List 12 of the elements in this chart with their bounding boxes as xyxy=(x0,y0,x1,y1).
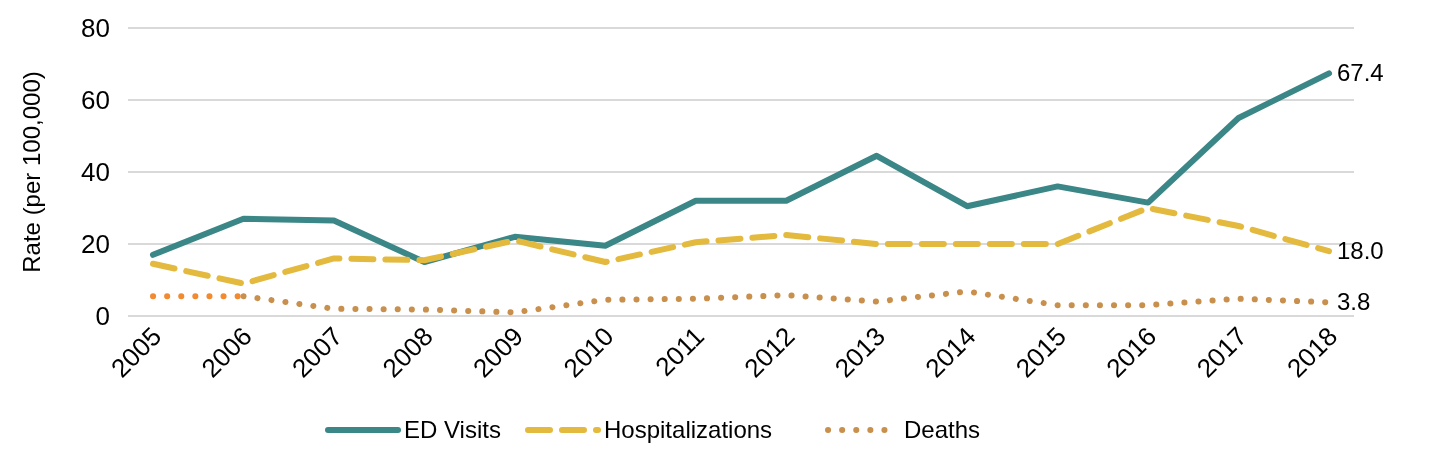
y-tick-label: 20 xyxy=(81,229,110,259)
legend-label: Hospitalizations xyxy=(604,416,773,443)
data-label: 67.4 xyxy=(1337,59,1384,87)
y-axis-title: Rate (per 100,000) xyxy=(18,71,45,273)
y-tick-label: 80 xyxy=(81,13,110,43)
y-tick-label: 0 xyxy=(95,301,110,331)
legend-label: ED Visits xyxy=(404,416,501,443)
legend-label: Deaths xyxy=(904,416,981,443)
data-label: 18.0 xyxy=(1337,237,1384,265)
y-tick-label: 60 xyxy=(81,85,110,115)
data-label: 3.8 xyxy=(1337,288,1371,316)
y-tick-label: 40 xyxy=(81,157,110,187)
